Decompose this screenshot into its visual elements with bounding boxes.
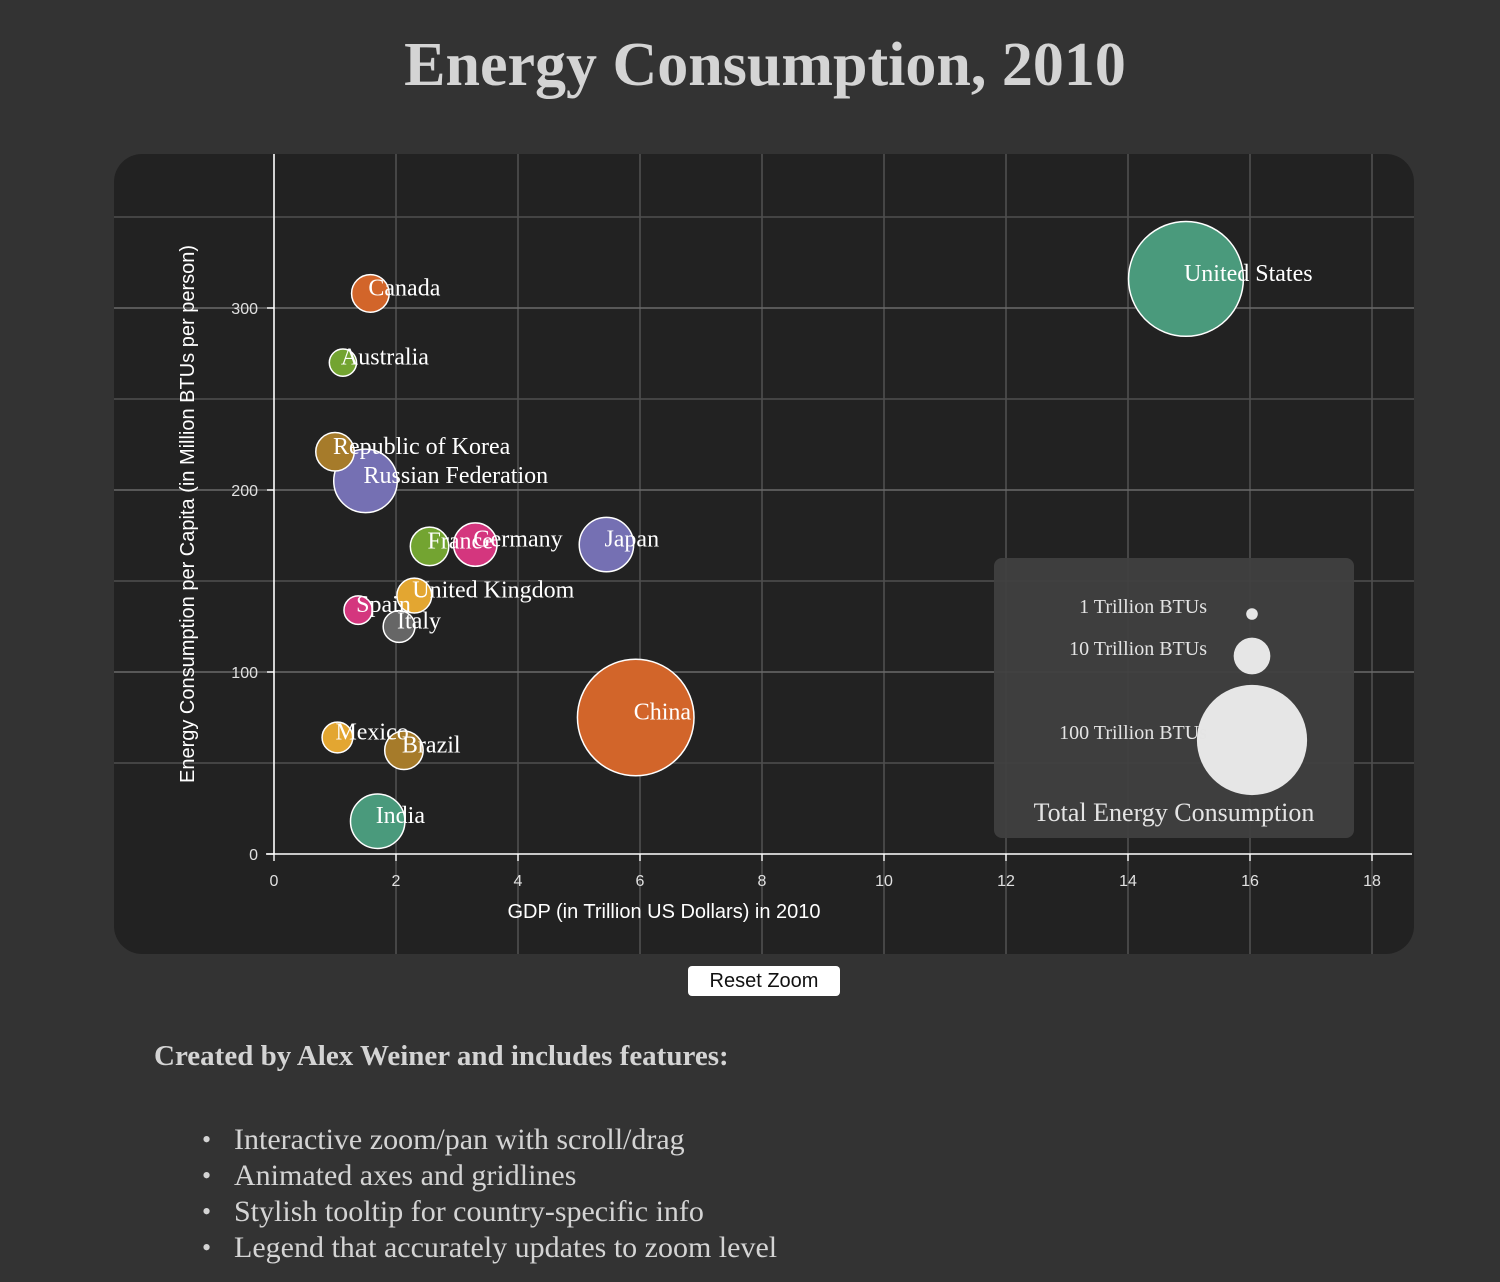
- bubble-mexico[interactable]: [321, 721, 354, 754]
- credits-text: Created by Alex Weiner and includes feat…: [154, 1040, 729, 1072]
- data-points[interactable]: United States Canada Australia Republic of …: [315, 220, 1313, 850]
- point-label: Republic of Korea: [333, 434, 511, 460]
- x-tick-label: 12: [997, 873, 1015, 890]
- point-label: Australia: [341, 345, 429, 371]
- feature-text: Animated axes and gridlines: [234, 1159, 577, 1192]
- y-tick-label: 100: [231, 665, 258, 682]
- feature-text: Legend that accurately updates to zoom l…: [234, 1231, 778, 1264]
- x-tick-label: 4: [514, 873, 523, 890]
- point-label: Mexico: [335, 720, 408, 746]
- point-label: China: [634, 700, 692, 726]
- x-tick-label: 6: [636, 873, 645, 890]
- bubble-spain[interactable]: [343, 595, 374, 626]
- bubble-united-kingdom[interactable]: [396, 577, 433, 614]
- x-tick-label: 2: [392, 873, 401, 890]
- list-item: • Legend that accurately updates to zoom …: [202, 1230, 778, 1266]
- legend-bubble: [1196, 684, 1308, 796]
- point-label: Italy: [397, 609, 441, 635]
- bubble-united-states[interactable]: [1127, 220, 1245, 338]
- bullet-icon: •: [202, 1197, 212, 1226]
- point-label: Spain: [356, 592, 411, 618]
- point-label: Brazil: [402, 732, 461, 758]
- bullet-icon: •: [202, 1233, 212, 1262]
- bubble-chart[interactable]: 0 2 4 6 8 10 12 14 16 18 0 100 200 300 United States C…: [114, 154, 1414, 954]
- bubble-republic-of-korea[interactable]: [315, 431, 355, 472]
- legend-label: 1 Trillion BTUs: [1079, 596, 1207, 618]
- x-tick-label: 0: [270, 873, 279, 890]
- bubble-germany[interactable]: [452, 522, 498, 568]
- x-tick-label: 10: [875, 873, 893, 890]
- bubble-france[interactable]: [409, 526, 450, 567]
- point-label: Germany: [473, 527, 562, 553]
- x-tick-label: 14: [1119, 873, 1137, 890]
- bullet-icon: •: [202, 1161, 212, 1190]
- x-axis-label: GDP (in Trillion US Dollars) in 2010: [507, 901, 820, 923]
- feature-text: Stylish tooltip for country-specific inf…: [234, 1195, 704, 1228]
- bubble-china[interactable]: [576, 658, 695, 777]
- x-tick-label: 16: [1241, 873, 1259, 890]
- feature-text: Interactive zoom/pan with scroll/drag: [234, 1123, 685, 1156]
- axes: 0 2 4 6 8 10 12 14 16 18 0 100 200 300: [231, 154, 1412, 890]
- point-label: France: [428, 528, 493, 554]
- point-label: Japan: [604, 527, 659, 553]
- bubble-canada[interactable]: [350, 273, 390, 313]
- point-label: Russian Federation: [364, 463, 549, 489]
- point-label: United States: [1184, 261, 1313, 287]
- legend-bubble: [1233, 637, 1271, 675]
- legend-label: 100 Trillion BTUs: [1059, 722, 1207, 744]
- features-list: • Interactive zoom/pan with scroll/drag •…: [202, 1122, 778, 1266]
- reset-zoom-button[interactable]: Reset Zoom: [688, 966, 840, 996]
- x-tick-label: 18: [1363, 873, 1381, 890]
- y-tick-label: 200: [231, 483, 258, 500]
- y-tick-label: 0: [249, 847, 258, 864]
- list-item: • Animated axes and gridlines: [202, 1158, 777, 1194]
- legend-title: Total Energy Consumption: [1034, 798, 1315, 827]
- bubble-australia[interactable]: [328, 348, 358, 377]
- y-tick-label: 300: [231, 301, 258, 318]
- bubble-brazil[interactable]: [383, 730, 424, 771]
- chart-panel[interactable]: 0 2 4 6 8 10 12 14 16 18 0 100 200 300 United States C…: [114, 154, 1414, 954]
- bubble-italy[interactable]: [382, 609, 416, 644]
- bullet-icon: •: [202, 1125, 212, 1154]
- page-title: Energy Consumption, 2010: [404, 31, 1126, 99]
- list-item: • Interactive zoom/pan with scroll/drag: [202, 1122, 777, 1158]
- y-axis-label: Energy Consumption per Capita (in Millio…: [177, 245, 199, 783]
- x-tick-label: 8: [758, 873, 767, 890]
- bubble-india[interactable]: [349, 793, 406, 850]
- point-label: India: [376, 803, 426, 829]
- legend-label: 10 Trillion BTUs: [1069, 638, 1207, 660]
- legend: 1 Trillion BTUs 10 Trillion BTUs 100 Trill…: [994, 558, 1354, 838]
- point-label: United Kingdom: [412, 578, 574, 604]
- point-label: Canada: [368, 275, 440, 301]
- legend-bubble: [1246, 608, 1258, 620]
- list-item: • Stylish tooltip for country-specific in…: [202, 1194, 777, 1230]
- bubble-japan[interactable]: [578, 516, 635, 573]
